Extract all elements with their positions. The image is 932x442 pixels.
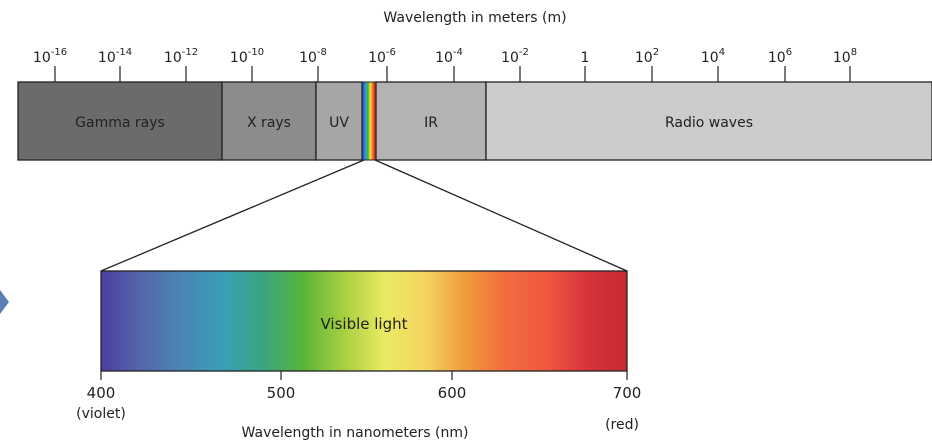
top-tick: 1: [581, 50, 590, 82]
band-gamma-rays: [17, 81, 223, 161]
bottom-tick-label: 700: [613, 384, 642, 402]
top-tick-label: 10-10: [230, 47, 264, 66]
red-note: (red): [605, 417, 639, 433]
bottom-tick-label: 600: [438, 384, 467, 402]
top-axis-title: Wavelength in meters (m): [383, 10, 566, 26]
visible-strip: [361, 81, 377, 161]
zoom-line-right: [374, 159, 628, 272]
band-label: Gamma rays: [75, 115, 165, 131]
bottom-axis-title: Wavelength in nanometers (nm): [242, 425, 469, 441]
bottom-axis-ticks: 400 500 600 700: [87, 371, 642, 402]
band-ir: [375, 81, 487, 161]
band-label: UV: [329, 115, 349, 131]
top-tick-label: 10-8: [299, 47, 327, 66]
top-tick: 10-8: [299, 47, 327, 82]
top-tick-label: 10-14: [98, 47, 132, 66]
top-tick: 104: [701, 47, 725, 82]
top-tick-label: 10-12: [164, 47, 198, 66]
top-tick: 10-2: [501, 47, 529, 82]
top-tick-label: 10-2: [501, 47, 529, 66]
top-tick-label: 10-16: [33, 47, 67, 66]
visible-light-label: Visible light: [320, 315, 407, 333]
bottom-tick-label: 400: [87, 384, 116, 402]
top-tick: 10-12: [164, 47, 198, 82]
zoom-line-left: [100, 159, 365, 272]
band-label: Radio waves: [665, 115, 753, 131]
band-x-rays: [221, 81, 317, 161]
top-tick-label: 10-4: [435, 47, 463, 66]
band-label: X rays: [247, 115, 291, 131]
top-tick-label: 108: [833, 47, 857, 66]
top-tick: 102: [635, 47, 659, 82]
top-tick: 10-10: [230, 47, 264, 82]
bottom-tick-label: 500: [267, 384, 296, 402]
top-tick: 108: [833, 47, 857, 82]
top-tick: 10-16: [33, 47, 67, 82]
top-axis-ticks: 10-16 10-14 10-12 10-10 10-8 10-6 10-4 10-2 1 102…: [33, 47, 857, 82]
top-tick-label: 102: [635, 47, 659, 66]
top-tick-label: 10-6: [368, 47, 396, 66]
top-tick: 10-4: [435, 47, 463, 82]
violet-note: (violet): [76, 406, 126, 422]
top-tick: 10-6: [368, 47, 396, 82]
top-tick: 10-14: [98, 47, 132, 82]
band-uv: [315, 81, 363, 161]
band-label: IR: [424, 115, 438, 131]
top-tick-label: 106: [768, 47, 792, 66]
top-tick: 106: [768, 47, 792, 82]
visible-light-bar: [100, 270, 628, 372]
side-arrow-icon: [0, 290, 9, 314]
top-tick-label: 1: [581, 50, 590, 66]
top-tick-label: 104: [701, 47, 725, 66]
band-radio-waves: [485, 81, 932, 161]
spectrum-bar: Gamma rays X rays UV IR Radio waves: [17, 81, 932, 161]
